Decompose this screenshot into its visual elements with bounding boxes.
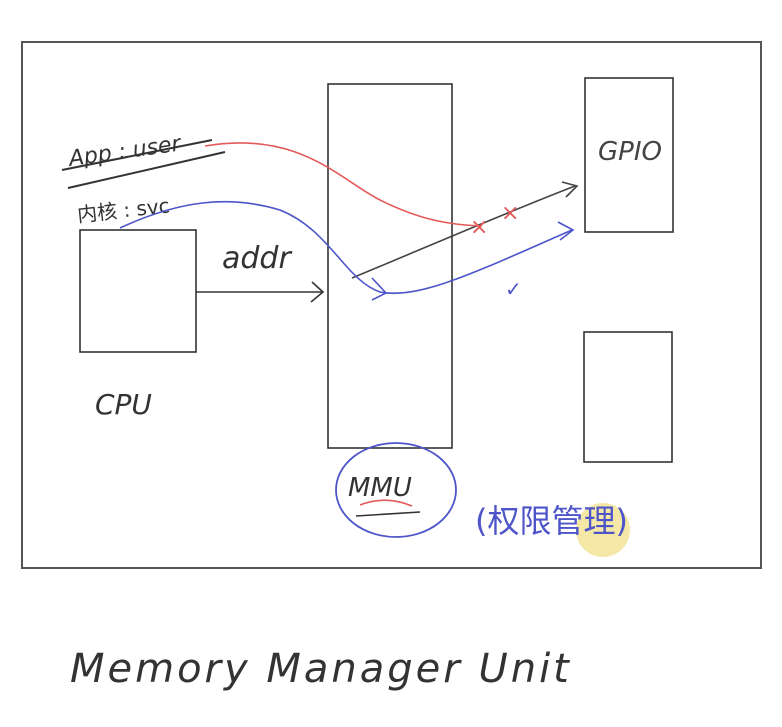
addr-label: addr	[222, 241, 292, 276]
gpio-box	[584, 77, 674, 233]
svc-access-arrow-head	[557, 221, 575, 241]
user-access-denied-mark-2: ×	[501, 201, 519, 226]
footer-title: Memory Manager Unit	[70, 646, 572, 692]
mmu-circle	[335, 442, 457, 538]
svc-access-allowed-mark: ✓	[505, 277, 522, 301]
cursor-highlight	[576, 503, 630, 557]
gpio-label: GPIO	[598, 137, 662, 167]
addr-arrow-head	[310, 281, 325, 303]
cpu-label: CPU	[95, 388, 152, 421]
mmu-label: MMU	[348, 473, 412, 503]
diagram-frame	[21, 41, 762, 569]
mmu-to-gpio-arrow	[351, 185, 576, 279]
app-user-underline-2	[67, 151, 226, 189]
mmu-underline-red	[359, 499, 413, 507]
app-user-underline-1	[61, 139, 213, 171]
mmu-box	[327, 83, 453, 449]
cpu-box	[79, 229, 197, 353]
permission-note: (权限管理)	[475, 502, 628, 540]
svc-access-path	[119, 200, 573, 295]
mmu-underline	[355, 511, 421, 517]
svc-path-hook	[371, 277, 388, 301]
user-access-denied-mark-1: ×	[470, 215, 488, 240]
kernel-svc-label: 内核 : svc	[76, 193, 171, 227]
device-box	[583, 331, 673, 463]
user-access-path	[204, 142, 483, 227]
mmu-to-gpio-arrow-head	[561, 181, 579, 198]
